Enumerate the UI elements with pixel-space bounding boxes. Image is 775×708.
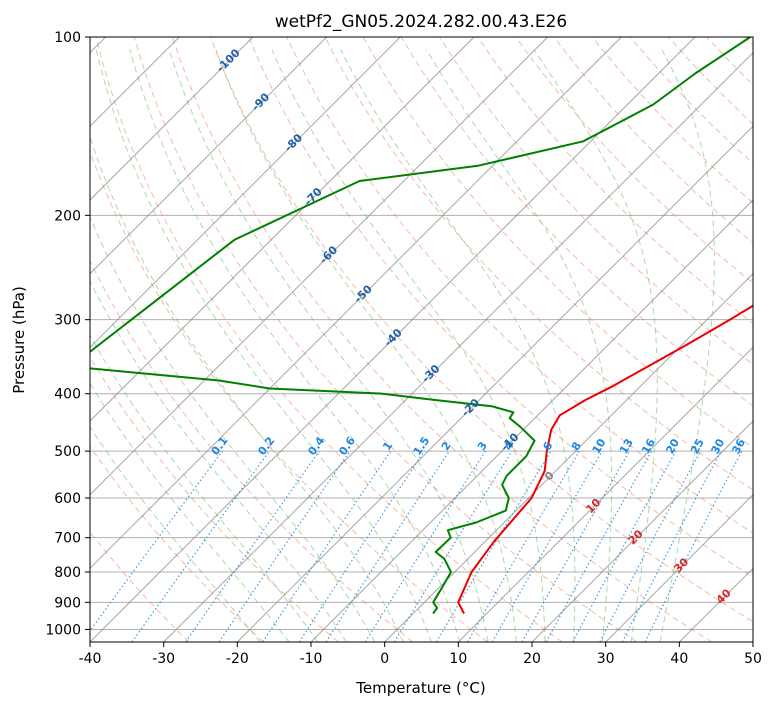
x-tick-label: 10 xyxy=(449,651,467,667)
mixing-ratio-line xyxy=(218,450,351,642)
y-tick-label: 600 xyxy=(54,491,81,507)
moist-adiabat-line xyxy=(168,49,489,642)
y-tick-label: 400 xyxy=(54,387,81,403)
mixing-ratio-line xyxy=(325,450,450,642)
isotherm-line xyxy=(457,346,753,642)
isotherm-line xyxy=(605,493,753,642)
temperature-profile-line xyxy=(457,304,753,614)
x-tick-label: 50 xyxy=(744,651,762,667)
dry-adiabat-line xyxy=(248,37,753,578)
mixing-ratio-line xyxy=(185,450,320,642)
y-tick-label: 300 xyxy=(54,313,81,329)
dry-adiabat-line xyxy=(90,356,339,642)
x-tick-label: 20 xyxy=(523,651,541,667)
moist-adiabat-line xyxy=(90,382,290,642)
dry-adiabat-line xyxy=(95,37,563,642)
moist-adiabat-line xyxy=(95,49,432,642)
y-axis-title: Pressure (hPa) xyxy=(10,286,28,394)
mixing-ratio-line xyxy=(572,450,677,642)
mixing-ratio-line xyxy=(545,450,653,642)
mixing-ratio-label: 36 xyxy=(729,436,748,456)
x-tick-label: -40 xyxy=(79,651,102,667)
y-tick-label: 700 xyxy=(54,531,81,547)
x-axis-title: Temperature (°C) xyxy=(355,679,485,697)
x-tick-label: -30 xyxy=(152,651,175,667)
dewpoint-profile-line xyxy=(90,37,751,615)
dry-adiabat-line xyxy=(90,445,264,642)
y-tick-label: 900 xyxy=(54,595,81,611)
axis-layer: -40 -30 -20 -10 0 10 20 30 40 50 100 200 300 400 500 60… xyxy=(45,30,762,667)
moist-adiabat-line xyxy=(215,49,517,642)
mixing-ratio-line xyxy=(644,450,743,642)
isotherm-line xyxy=(90,37,254,201)
isotherm-line xyxy=(236,125,753,642)
isotherm-line xyxy=(90,37,696,642)
mixing-ratio-line xyxy=(393,450,513,642)
isotherm-line xyxy=(90,37,401,349)
isotherm-line xyxy=(163,51,753,642)
moist-adiabat-line xyxy=(533,49,658,642)
moist-adiabat-line xyxy=(90,426,261,642)
isotherm-line xyxy=(90,37,475,422)
moist-adiabat-line xyxy=(90,279,347,642)
x-tick-label: 30 xyxy=(597,651,615,667)
isotherm-line xyxy=(90,37,549,496)
isotherm-line xyxy=(531,420,753,642)
y-tick-label: 800 xyxy=(54,565,81,581)
series-layer xyxy=(90,37,753,615)
dry-adiabat-line xyxy=(210,37,753,623)
grid-layer xyxy=(90,37,753,642)
mixing-ratio-line xyxy=(131,450,270,642)
mixing-ratio-line xyxy=(262,450,392,642)
plot-frame xyxy=(89,36,754,643)
moist-adiabat-line xyxy=(90,135,404,642)
x-tick-label: -20 xyxy=(226,651,249,667)
moist-adiabat-line xyxy=(340,49,576,642)
moist-adiabat-line xyxy=(129,49,461,642)
isotherm-line xyxy=(384,272,753,642)
moist-adiabat-line xyxy=(659,49,715,642)
dry-adiabat-line xyxy=(90,259,414,642)
moist-adiabat-line xyxy=(271,49,546,642)
y-tick-label: 200 xyxy=(54,208,81,224)
x-tick-label: 40 xyxy=(670,651,688,667)
isotherm-line xyxy=(90,37,622,570)
dry-adiabat-line xyxy=(515,37,753,284)
moist-adiabat-line xyxy=(90,334,319,642)
mixing-ratio-label: 25 xyxy=(688,437,707,457)
y-tick-label: 500 xyxy=(54,444,81,460)
mixing-ratio-line xyxy=(90,450,223,632)
y-tick-label: 100 xyxy=(54,30,81,46)
mixing-ratio-line xyxy=(298,450,425,642)
dry-adiabat-line xyxy=(324,37,753,491)
y-tick-label: 1000 xyxy=(45,622,81,638)
dry-adiabat-line xyxy=(286,37,753,534)
mixing-ratio-line xyxy=(521,450,631,642)
x-tick-label: 0 xyxy=(380,651,389,667)
isotherm-line xyxy=(310,199,753,642)
isotherm-line xyxy=(90,37,328,275)
x-tick-label: -10 xyxy=(300,651,323,667)
dry-adiabat-line xyxy=(171,37,712,642)
chart-title: wetPf2_GN05.2024.282.00.43.E26 xyxy=(275,12,567,32)
